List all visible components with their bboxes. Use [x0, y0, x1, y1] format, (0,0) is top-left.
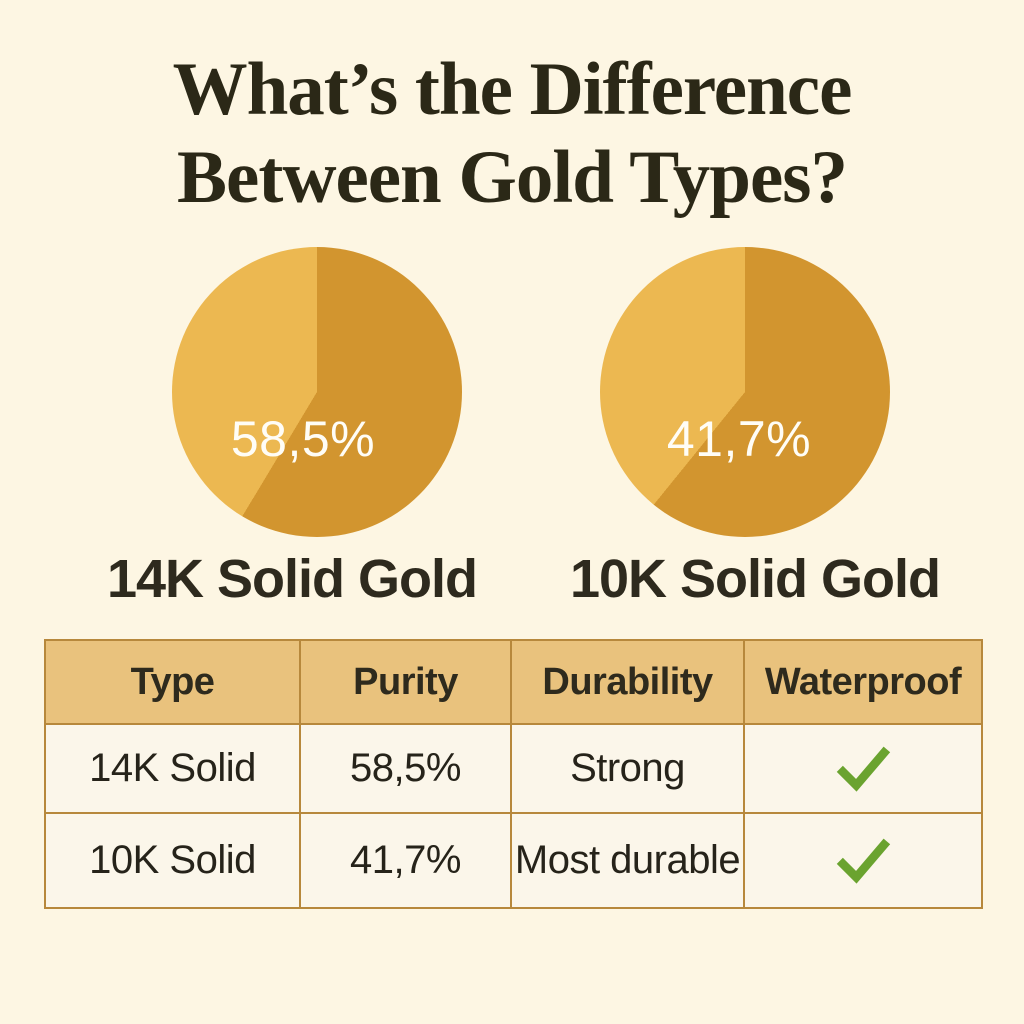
- page-title: What’s the Difference Between Gold Types…: [0, 46, 1024, 222]
- checkmark-icon: [836, 746, 891, 792]
- column-header-type: Type: [44, 639, 301, 725]
- checkmark-icon: [836, 838, 891, 884]
- comparison-table: Type Purity Durability Waterproof 14K So…: [44, 639, 983, 909]
- pie-chart-10k: 41,7%: [600, 247, 890, 537]
- column-header-purity: Purity: [299, 639, 512, 725]
- column-header-waterproof: Waterproof: [743, 639, 983, 725]
- cell-waterproof-14k: [743, 723, 983, 814]
- pie-value-label-14k: 58,5%: [230, 411, 376, 467]
- cell-purity-10k: 41,7%: [299, 812, 512, 909]
- cell-type-10k: 10K Solid: [44, 812, 301, 909]
- cell-durability-10k: Most durable: [510, 812, 745, 909]
- column-header-durability: Durability: [510, 639, 745, 725]
- cell-purity-14k: 58,5%: [299, 723, 512, 814]
- pie-chart-14k: 58,5%: [172, 247, 462, 537]
- cell-waterproof-10k: [743, 812, 983, 909]
- pie-value-label-10k: 41,7%: [666, 411, 812, 467]
- table-header-row: Type Purity Durability Waterproof: [44, 639, 983, 725]
- cell-durability-14k: Strong: [510, 723, 745, 814]
- table-row: 10K Solid 41,7% Most durable: [44, 812, 983, 909]
- cell-type-14k: 14K Solid: [44, 723, 301, 814]
- page-title-line2: Between Gold Types?: [177, 135, 848, 219]
- pie-caption-14k: 14K Solid Gold: [106, 549, 478, 609]
- pie-caption-10k: 10K Solid Gold: [569, 549, 941, 609]
- table-row: 14K Solid 58,5% Strong: [44, 723, 983, 814]
- page-title-line1: What’s the Difference: [172, 48, 853, 131]
